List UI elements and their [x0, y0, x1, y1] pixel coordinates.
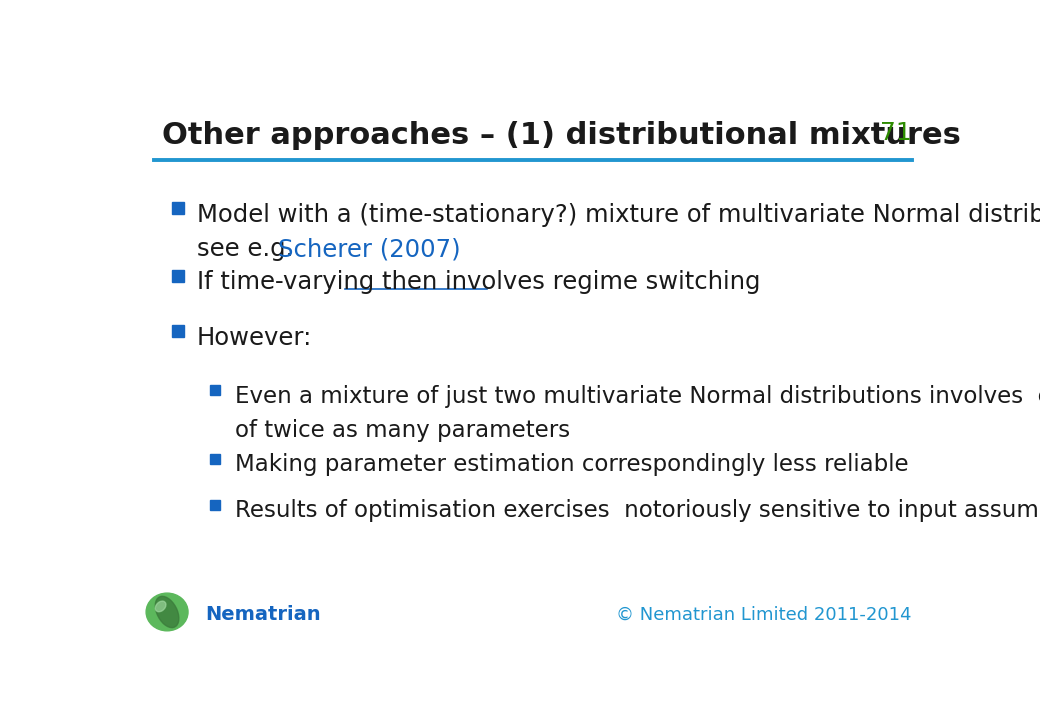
- Text: Other approaches – (1) distributional mixtures: Other approaches – (1) distributional mi…: [162, 121, 961, 150]
- Text: Scherer (2007): Scherer (2007): [278, 237, 461, 261]
- Ellipse shape: [146, 593, 188, 631]
- Text: If time-varying then involves regime switching: If time-varying then involves regime swi…: [197, 271, 760, 294]
- Text: Making parameter estimation correspondingly less reliable: Making parameter estimation correspondin…: [235, 454, 908, 477]
- Text: Model with a (time-stationary?) mixture of multivariate Normal distributions,: Model with a (time-stationary?) mixture …: [197, 203, 1040, 227]
- Text: Even a mixture of just two multivariate Normal distributions involves  estimatio: Even a mixture of just two multivariate …: [235, 384, 1040, 408]
- Text: © Nematrian Limited 2011-2014: © Nematrian Limited 2011-2014: [617, 606, 912, 624]
- Text: Results of optimisation exercises  notoriously sensitive to input assumptions: Results of optimisation exercises notori…: [235, 500, 1040, 523]
- Text: Nematrian: Nematrian: [205, 606, 320, 624]
- Ellipse shape: [155, 596, 179, 628]
- Ellipse shape: [155, 601, 166, 612]
- Text: see e.g.: see e.g.: [197, 237, 301, 261]
- Text: However:: However:: [197, 326, 312, 350]
- Text: 71: 71: [880, 121, 912, 145]
- Text: of twice as many parameters: of twice as many parameters: [235, 419, 570, 442]
